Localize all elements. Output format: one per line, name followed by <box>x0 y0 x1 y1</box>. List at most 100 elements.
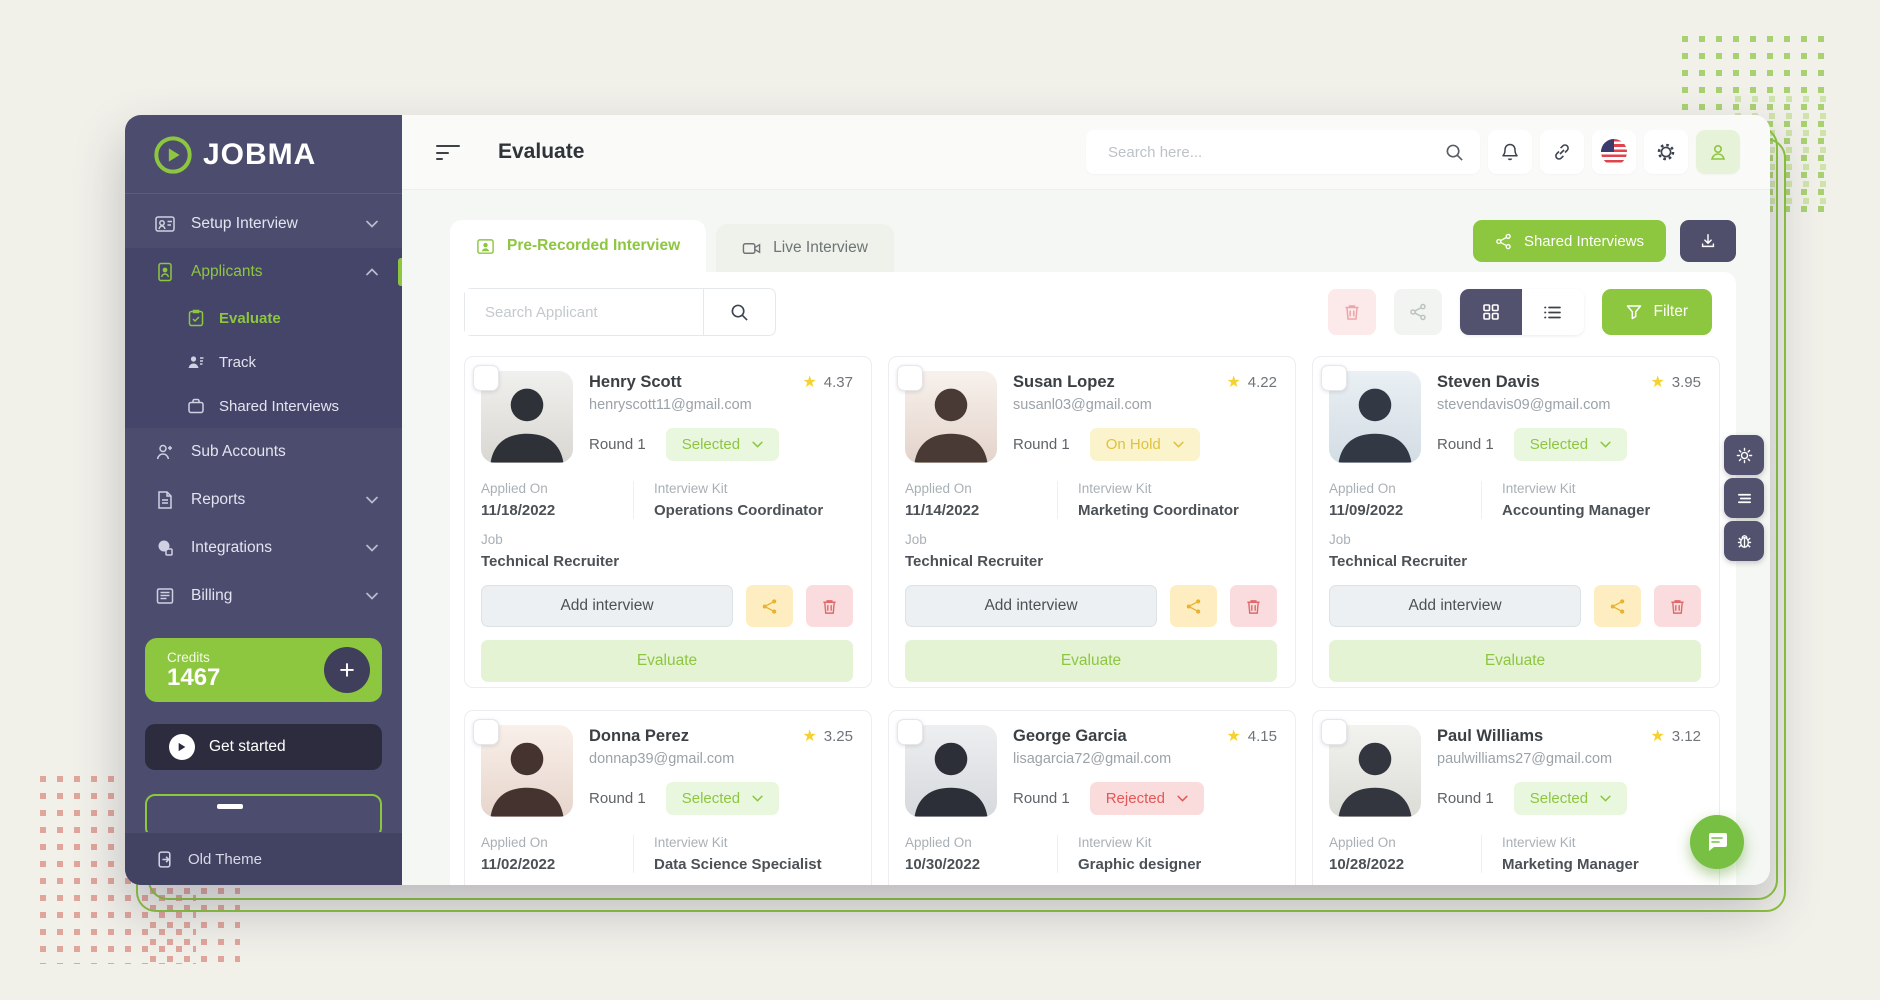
card-actions: Add interview <box>1329 585 1701 627</box>
select-checkbox[interactable] <box>897 365 923 391</box>
sidebar-item-evaluate[interactable]: Evaluate <box>125 296 402 340</box>
select-checkbox[interactable] <box>1321 365 1347 391</box>
share-applicant-button[interactable] <box>746 585 793 627</box>
applied-on-value: 11/02/2022 <box>481 856 556 873</box>
sidebar-item-track[interactable]: Track <box>125 340 402 384</box>
interview-kit-label: Interview Kit <box>1078 835 1152 850</box>
applicant-search-input[interactable] <box>465 289 703 335</box>
list-view-button[interactable] <box>1521 289 1584 335</box>
delete-applicant-button[interactable] <box>1654 585 1701 627</box>
star-icon: ★ <box>1226 373 1241 391</box>
menu-toggle-icon[interactable] <box>436 143 462 161</box>
view-toggle <box>1459 289 1584 335</box>
interview-kit-value: Accounting Manager <box>1502 502 1651 519</box>
chat-bubble-icon <box>158 540 173 556</box>
meta-row: Applied On 11/14/2022 Interview Kit Mark… <box>905 481 1277 519</box>
copy-link-button[interactable] <box>1540 130 1584 174</box>
applicant-search-button[interactable] <box>703 289 775 335</box>
select-checkbox[interactable] <box>473 365 499 391</box>
share-icon <box>1496 233 1511 249</box>
bulk-share-button[interactable] <box>1393 289 1442 335</box>
applicant-name: Steven Davis <box>1437 373 1540 391</box>
bug-report-button[interactable] <box>1724 521 1764 561</box>
profile-button[interactable] <box>1696 130 1740 174</box>
select-checkbox[interactable] <box>897 719 923 745</box>
status-dropdown[interactable]: Rejected <box>1089 782 1204 815</box>
add-interview-button[interactable]: Add interview <box>481 585 733 627</box>
old-theme-button[interactable]: Old Theme <box>125 832 402 885</box>
interview-kit-label: Interview Kit <box>654 835 728 850</box>
evaluate-button[interactable]: Evaluate <box>481 640 853 682</box>
brightness-button[interactable] <box>1724 435 1764 475</box>
sidebar-item-billing[interactable]: Billing <box>125 572 402 620</box>
job-row: Job Technical Recruiter <box>481 532 853 570</box>
search-icon[interactable] <box>1445 143 1464 162</box>
select-checkbox[interactable] <box>1321 719 1347 745</box>
rating: ★ 4.22 <box>1226 374 1277 391</box>
bug-icon <box>1737 534 1751 548</box>
status-dropdown[interactable]: Selected <box>1513 428 1628 461</box>
share-applicant-button[interactable] <box>1170 585 1217 627</box>
sidebar-item-integrations[interactable]: Integrations <box>125 524 402 572</box>
clipboard-check-icon <box>188 309 204 327</box>
status-dropdown[interactable]: Selected <box>665 782 780 815</box>
card-info: Donna Perez ★ 3.25 donnap39@gmail.com Ro… <box>589 725 853 817</box>
status-dropdown[interactable]: On Hold <box>1089 428 1200 461</box>
sidebar-item-reports[interactable]: Reports <box>125 476 402 524</box>
download-button[interactable] <box>1680 220 1736 262</box>
panel-toolbar: Filter <box>450 272 1736 350</box>
status-dropdown[interactable]: Selected <box>1513 782 1628 815</box>
sidebar-item-label: Setup Interview <box>191 215 298 232</box>
chat-fab-button[interactable] <box>1690 815 1744 869</box>
align-lines-button[interactable] <box>1724 478 1764 518</box>
applicant-name: Donna Perez <box>589 727 689 745</box>
job-value: Technical Recruiter <box>1329 553 1468 570</box>
people-list-icon <box>188 356 204 368</box>
evaluate-button[interactable]: Evaluate <box>1329 640 1701 682</box>
filter-button[interactable]: Filter <box>1601 289 1712 335</box>
round-row: Round 1 Selected <box>1437 782 1701 815</box>
add-interview-button[interactable]: Add interview <box>905 585 1157 627</box>
chevron-down-icon <box>1177 795 1188 802</box>
rating: ★ 3.25 <box>802 728 853 745</box>
delete-applicant-button[interactable] <box>1230 585 1277 627</box>
search-input[interactable] <box>1108 143 1445 161</box>
settings-button[interactable] <box>1644 130 1688 174</box>
status-dropdown[interactable]: Selected <box>665 428 780 461</box>
rating-value: 3.12 <box>1671 728 1701 745</box>
applicant-email: donnap39@gmail.com <box>589 751 735 767</box>
rating: ★ 3.12 <box>1650 728 1701 745</box>
brand-logo[interactable]: JOBMA <box>125 115 402 193</box>
chevron-down-icon <box>752 441 763 448</box>
sidebar-item-sub-accounts[interactable]: Sub Accounts <box>125 428 402 476</box>
share-applicant-button[interactable] <box>1594 585 1641 627</box>
credits-label: Credits <box>167 649 210 665</box>
add-credits-button[interactable]: + <box>324 647 370 693</box>
round-row: Round 1 Selected <box>589 428 853 461</box>
applicant-card: Susan Lopez ★ 4.22 susanl03@gmail.com Ro… <box>888 356 1296 688</box>
notifications-button[interactable] <box>1488 130 1532 174</box>
rating-value: 4.15 <box>1247 728 1277 745</box>
delete-applicant-button[interactable] <box>806 585 853 627</box>
language-button[interactable] <box>1592 130 1636 174</box>
rating-value: 4.22 <box>1247 374 1277 391</box>
bulk-delete-button[interactable] <box>1327 289 1376 335</box>
get-started-button[interactable]: Get started <box>145 724 382 770</box>
round-row: Round 1 Rejected <box>1013 782 1277 815</box>
shared-interviews-button[interactable]: Shared Interviews <box>1472 220 1666 262</box>
grid-view-button[interactable] <box>1459 289 1522 335</box>
sidebar-item-shared-interviews[interactable]: Shared Interviews <box>125 384 402 428</box>
sidebar-item-applicants[interactable]: Applicants <box>125 248 402 296</box>
evaluate-button[interactable]: Evaluate <box>905 640 1277 682</box>
tab-live-interview[interactable]: Live Interview <box>716 224 894 272</box>
applicant-card: Donna Perez ★ 3.25 donnap39@gmail.com Ro… <box>464 710 872 885</box>
sidebar-item-label: Track <box>219 353 256 371</box>
tab-pre-recorded-interview[interactable]: Pre-Recorded Interview <box>450 220 707 272</box>
round-label: Round 1 <box>1437 436 1494 453</box>
sidebar-item-setup-interview[interactable]: Setup Interview <box>125 200 402 248</box>
sidebar-item-label: Integrations <box>191 539 272 556</box>
select-checkbox[interactable] <box>473 719 499 745</box>
add-interview-button[interactable]: Add interview <box>1329 585 1581 627</box>
card-top: George Garcia ★ 4.15 lisagarcia72@gmail.… <box>905 725 1277 817</box>
